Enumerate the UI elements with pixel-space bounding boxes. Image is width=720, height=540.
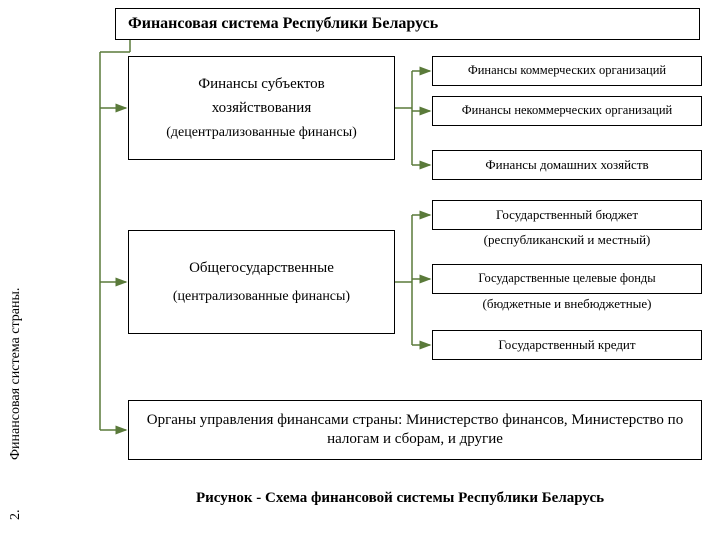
left2-line2: (централизованные финансы)	[173, 288, 350, 306]
right-budget-sub: (республиканский и местный)	[432, 232, 702, 248]
left2-line1: Общегосударственные	[189, 259, 334, 278]
left1-line3: (децентрализованные финансы)	[166, 124, 357, 142]
right-box-households: Финансы домашних хозяйств	[432, 150, 702, 180]
r3-text: Финансы домашних хозяйств	[485, 157, 648, 173]
left1-line1: Финансы субъектов	[198, 75, 325, 94]
sidebar-label: Финансовая система страны.	[8, 288, 24, 460]
title-text: Финансовая система Республики Беларусь	[128, 14, 438, 34]
r4-text: Государственный бюджет	[496, 207, 638, 223]
right-box-budget: Государственный бюджет	[432, 200, 702, 230]
right-funds-sub: (бюджетные и внебюджетные)	[432, 296, 702, 312]
right-box-funds: Государственные целевые фонды	[432, 264, 702, 294]
left-block-centralized: Общегосударственные (централизованные фи…	[128, 230, 395, 334]
r2-text: Финансы некоммерческих организаций	[462, 103, 673, 119]
title-box: Финансовая система Республики Беларусь	[115, 8, 700, 40]
r6-text: Государственный кредит	[498, 337, 635, 353]
sidebar-number: 2.	[8, 510, 24, 521]
right-box-noncommercial: Финансы некоммерческих организаций	[432, 96, 702, 126]
bottom-box-management: Органы управления финансами страны: Мини…	[128, 400, 702, 460]
r1-text: Финансы коммерческих организаций	[468, 63, 666, 79]
r5-text: Государственные целевые фонды	[478, 271, 655, 287]
right-box-commercial: Финансы коммерческих организаций	[432, 56, 702, 86]
right-box-credit: Государственный кредит	[432, 330, 702, 360]
left1-line2: хозяйствования	[212, 99, 311, 118]
figure-caption: Рисунок - Схема финансовой системы Респу…	[120, 490, 680, 507]
bottom-text: Органы управления финансами страны: Мини…	[137, 411, 693, 449]
left-block-decentralized: Финансы субъектов хозяйствования (децент…	[128, 56, 395, 160]
